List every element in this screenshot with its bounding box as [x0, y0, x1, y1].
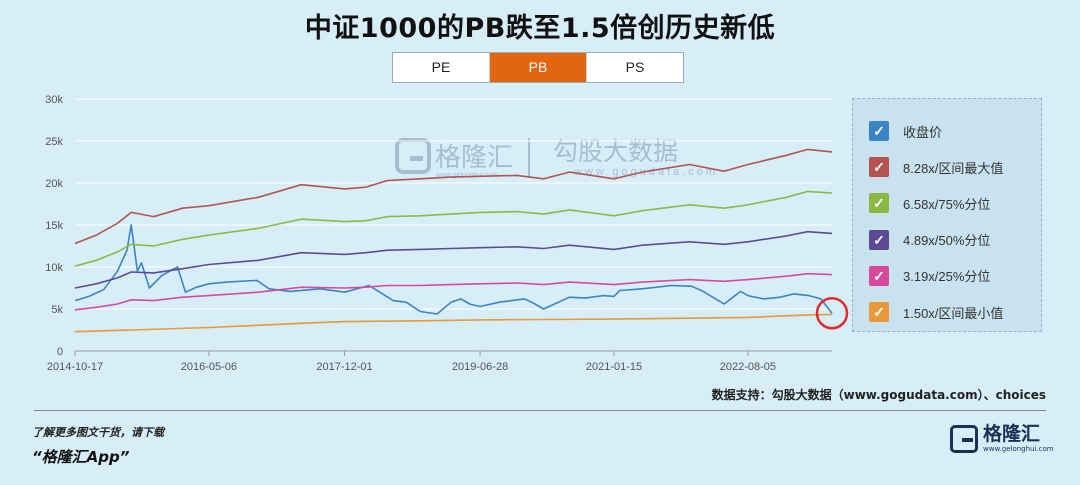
footer-app-name: “格隆汇App”	[32, 448, 130, 466]
legend-item-0[interactable]: ✓ 收盘价	[853, 113, 1041, 149]
checkbox-checked-icon[interactable]: ✓	[869, 121, 889, 142]
y-tick-label: 30k	[45, 94, 63, 106]
series-line-5	[74, 313, 833, 333]
series-line-2	[74, 190, 833, 267]
tab-ps[interactable]: PS	[625, 59, 645, 75]
legend-item-5[interactable]: ✓ 1.50x/区间最小值	[853, 294, 1041, 330]
x-tick-label: 2016-05-06	[181, 361, 237, 373]
checkbox-checked-icon[interactable]: ✓	[869, 265, 889, 286]
legend-item-2[interactable]: ✓ 6.58x/75%分位	[853, 185, 1041, 221]
watermark-brand-url: www.gelonghui.com	[435, 172, 498, 179]
checkbox-checked-icon[interactable]: ✓	[869, 193, 889, 214]
series-line-3	[74, 230, 833, 289]
footer-prompt: 了解更多图文干货，请下载	[32, 426, 164, 439]
brand-url: www.gelonghui.com	[983, 445, 1054, 453]
legend-label: 收盘价	[903, 124, 943, 140]
x-tick-label: 2021-01-15	[586, 361, 642, 373]
watermark-divider	[528, 138, 530, 178]
y-tick-label: 10k	[45, 262, 63, 274]
series-line-4	[74, 272, 833, 311]
x-tick-label: 2017-12-01	[316, 361, 372, 373]
footer-divider	[34, 410, 1046, 411]
brand-logo: 格隆汇 www.gelonghui.com	[950, 424, 1054, 454]
y-tick-label: 15k	[45, 220, 63, 232]
watermark: 格隆汇 www.gelonghui.com 勾股大数据 www.gogudata…	[395, 137, 715, 179]
series-line-1	[74, 148, 833, 245]
watermark-cn: 勾股大数据	[553, 137, 678, 166]
y-tick-label: 5k	[51, 304, 63, 316]
legend: ✓ 收盘价 ✓ 8.28x/区间最大值 ✓ 6.58x/75%分位 ✓ 4.89x/50%分位…	[852, 98, 1042, 332]
checkbox-checked-icon[interactable]: ✓	[869, 157, 889, 178]
low-point-marker	[815, 296, 849, 330]
tab-pe[interactable]: PE	[393, 53, 490, 82]
checkbox-checked-icon[interactable]: ✓	[869, 229, 889, 250]
brand-logo-icon	[950, 425, 978, 453]
y-tick-label: 20k	[45, 178, 63, 190]
x-tick-label: 2019-06-28	[452, 361, 508, 373]
tab-pb[interactable]: PB	[490, 53, 587, 82]
page-title: 中证1000的PB跌至1.5倍创历史新低	[304, 13, 776, 44]
checkbox-checked-icon[interactable]: ✓	[869, 302, 889, 323]
legend-label: 1.50x/区间最小值	[903, 305, 1004, 321]
y-tick-label: 0	[57, 346, 63, 358]
series-line-0	[74, 224, 833, 315]
metric-tabs: PE PB PS	[392, 52, 684, 83]
y-tick-label: 25k	[45, 136, 63, 148]
legend-item-4[interactable]: ✓ 3.19x/25%分位	[853, 258, 1041, 294]
legend-item-3[interactable]: ✓ 4.89x/50%分位	[853, 222, 1041, 258]
x-tick-label: 2022-08-05	[720, 361, 776, 373]
legend-label: 4.89x/50%分位	[903, 233, 991, 249]
legend-label: 8.28x/区间最大值	[903, 160, 1004, 176]
brand-name: 格隆汇	[983, 423, 1041, 445]
watermark-brand: 格隆汇	[435, 143, 513, 173]
x-tick-label: 2014-10-17	[47, 361, 103, 373]
watermark-logo-icon	[395, 138, 431, 174]
legend-item-1[interactable]: ✓ 8.28x/区间最大值	[853, 149, 1041, 185]
data-source: 数据支持：勾股大数据（www.gogudata.com）、choices	[711, 388, 1046, 402]
legend-label: 6.58x/75%分位	[903, 196, 991, 212]
watermark-logo-bar	[410, 156, 423, 161]
legend-label: 3.19x/25%分位	[903, 269, 991, 285]
